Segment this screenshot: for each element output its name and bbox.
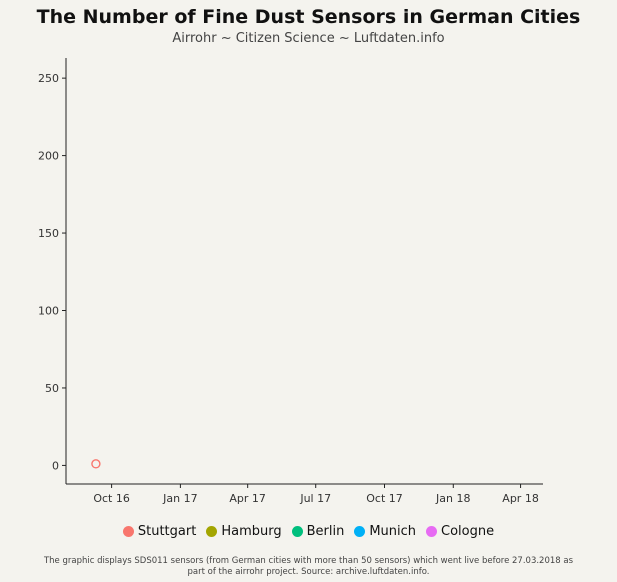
legend-item: Cologne — [426, 524, 494, 539]
legend-key-icon — [122, 526, 134, 537]
legend-item: Munich — [354, 524, 416, 539]
y-tick-label: 150 — [38, 227, 59, 240]
x-tick-label: Apr 18 — [502, 492, 539, 505]
legend-label: Berlin — [306, 524, 345, 539]
legend-label: Cologne — [441, 524, 495, 539]
legend-key-icon — [354, 526, 366, 537]
x-tick-label: Jan 17 — [162, 492, 197, 505]
x-tick-label: Apr 17 — [229, 492, 266, 505]
legend: Stuttgart Hamburg Berlin Munich Cologne — [0, 524, 617, 539]
y-tick-label: 0 — [52, 459, 59, 472]
legend-label: Stuttgart — [137, 524, 197, 539]
chart-subtitle: Airrohr ~ Citizen Science ~ Luftdaten.in… — [172, 31, 445, 46]
chart-title: The Number of Fine Dust Sensors in Germa… — [36, 6, 581, 28]
y-tick-label: 250 — [38, 72, 59, 85]
y-tick-label: 50 — [45, 382, 59, 395]
legend-label: Munich — [369, 524, 417, 539]
legend-item: Berlin — [291, 524, 345, 539]
x-tick-label: Oct 17 — [366, 492, 403, 505]
chart-caption: The graphic displays SDS011 sensors (fro… — [43, 556, 574, 577]
legend-key-icon — [426, 526, 438, 537]
axes-group: 0 50 100 150 200 250 Oct 16 Jan 17 Apr 17 Jul 17 O… — [38, 58, 543, 505]
plot-area: 0 50 100 150 200 250 Oct 16 Jan 17 Apr 17 Jul 17 O… — [38, 58, 543, 505]
legend-key-icon — [291, 526, 303, 537]
legend-label: Hamburg — [221, 524, 282, 539]
x-tick-label: Jul 17 — [299, 492, 331, 505]
data-marks — [91, 459, 101, 469]
x-tick-label: Oct 16 — [93, 492, 130, 505]
legend-key-icon — [206, 526, 218, 537]
y-tick-label: 100 — [38, 305, 59, 318]
legend-item: Hamburg — [206, 524, 282, 539]
data-point — [91, 459, 101, 469]
legend-item: Stuttgart — [122, 524, 197, 539]
x-tick-label: Jan 18 — [435, 492, 470, 505]
y-tick-label: 200 — [38, 150, 59, 163]
